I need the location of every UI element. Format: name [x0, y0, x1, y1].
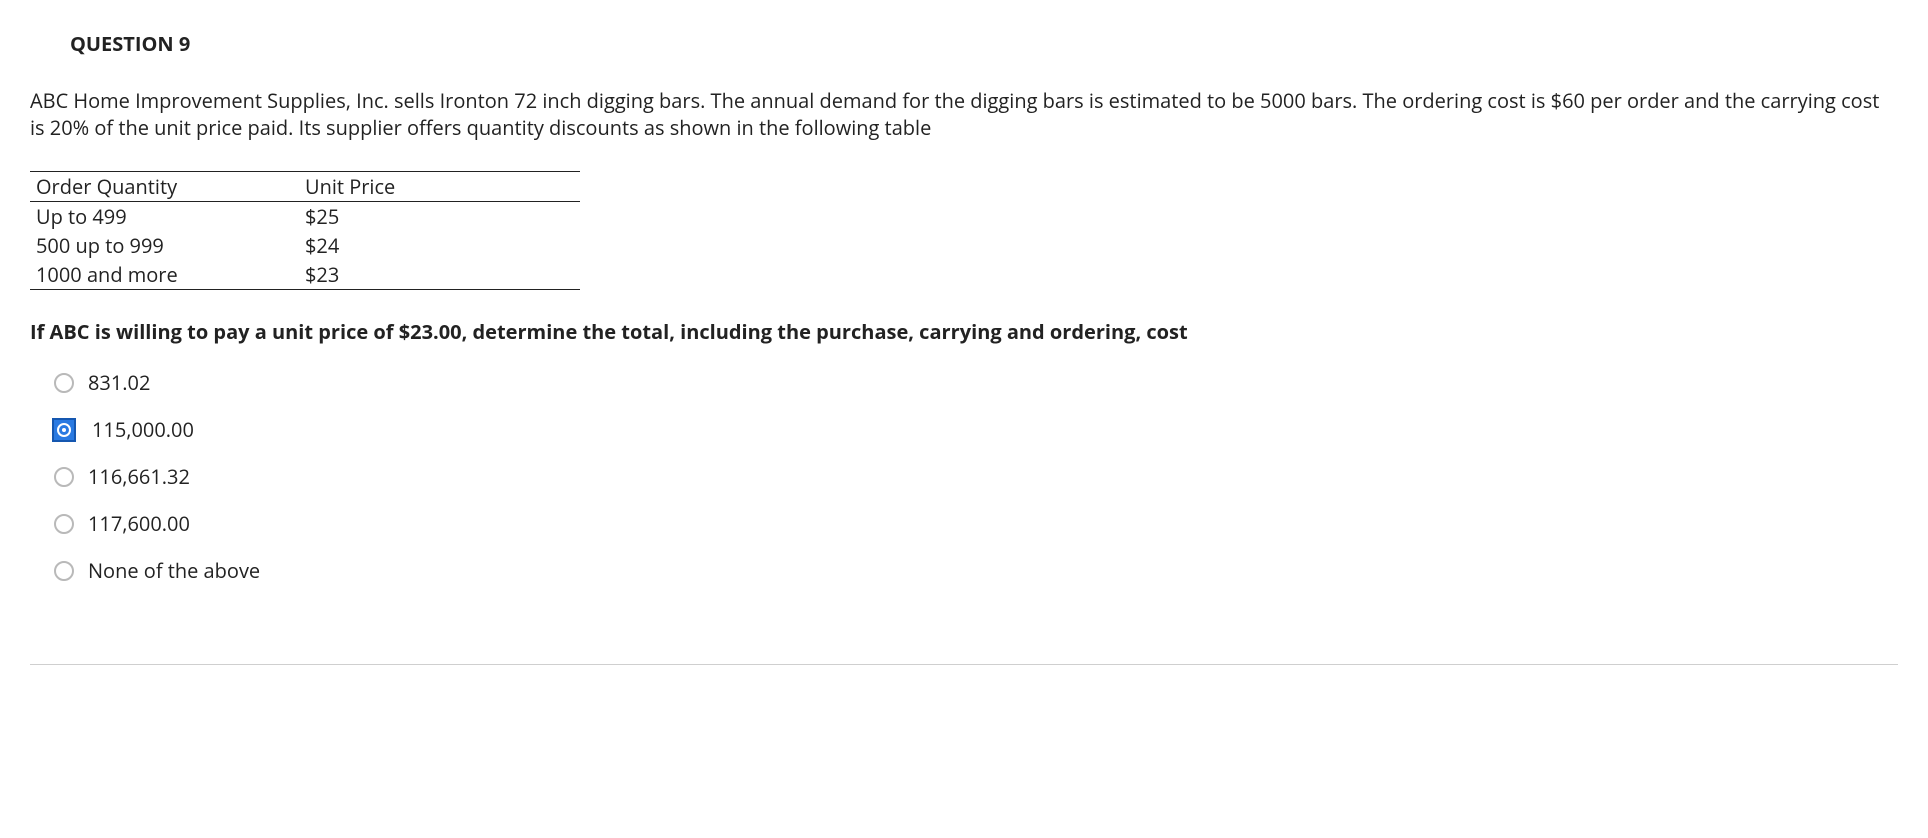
table-cell: Up to 499: [30, 202, 305, 232]
question-body: ABC Home Improvement Supplies, Inc. sell…: [30, 87, 1898, 141]
table-cell: 1000 and more: [30, 260, 305, 290]
answer-option[interactable]: 117,600.00: [54, 500, 1898, 547]
answer-option-label: 115,000.00: [92, 416, 194, 443]
table-row: 1000 and more $23: [30, 260, 580, 290]
table-cell: 500 up to 999: [30, 231, 305, 260]
table-row: Up to 499 $25: [30, 202, 580, 232]
answer-option-label: None of the above: [88, 557, 260, 584]
discount-table: Order Quantity Unit Price Up to 499 $25 …: [30, 171, 580, 290]
question-block: QUESTION 9 ABC Home Improvement Supplies…: [30, 30, 1898, 665]
radio-icon: [54, 561, 74, 581]
table-row: 500 up to 999 $24: [30, 231, 580, 260]
radio-selected-icon: [52, 418, 76, 442]
answer-option[interactable]: None of the above: [54, 547, 1898, 594]
table-cell: $23: [305, 260, 580, 290]
answer-option-label: 831.02: [88, 369, 150, 396]
question-title: QUESTION 9: [70, 30, 1898, 57]
question-prompt: If ABC is willing to pay a unit price of…: [30, 318, 1898, 345]
answer-option[interactable]: 115,000.00: [54, 406, 1898, 453]
table-cell: $25: [305, 202, 580, 232]
answer-option-label: 116,661.32: [88, 463, 190, 490]
table-header-cell: Unit Price: [305, 172, 580, 202]
table-header-cell: Order Quantity: [30, 172, 305, 202]
answer-options: 831.02 115,000.00 116,661.32 117,600.00 …: [54, 359, 1898, 594]
radio-icon: [54, 514, 74, 534]
answer-option-label: 117,600.00: [88, 510, 190, 537]
radio-icon: [54, 467, 74, 487]
divider: [30, 664, 1898, 665]
table-header-row: Order Quantity Unit Price: [30, 172, 580, 202]
answer-option[interactable]: 116,661.32: [54, 453, 1898, 500]
answer-option[interactable]: 831.02: [54, 359, 1898, 406]
radio-icon: [54, 373, 74, 393]
table-cell: $24: [305, 231, 580, 260]
